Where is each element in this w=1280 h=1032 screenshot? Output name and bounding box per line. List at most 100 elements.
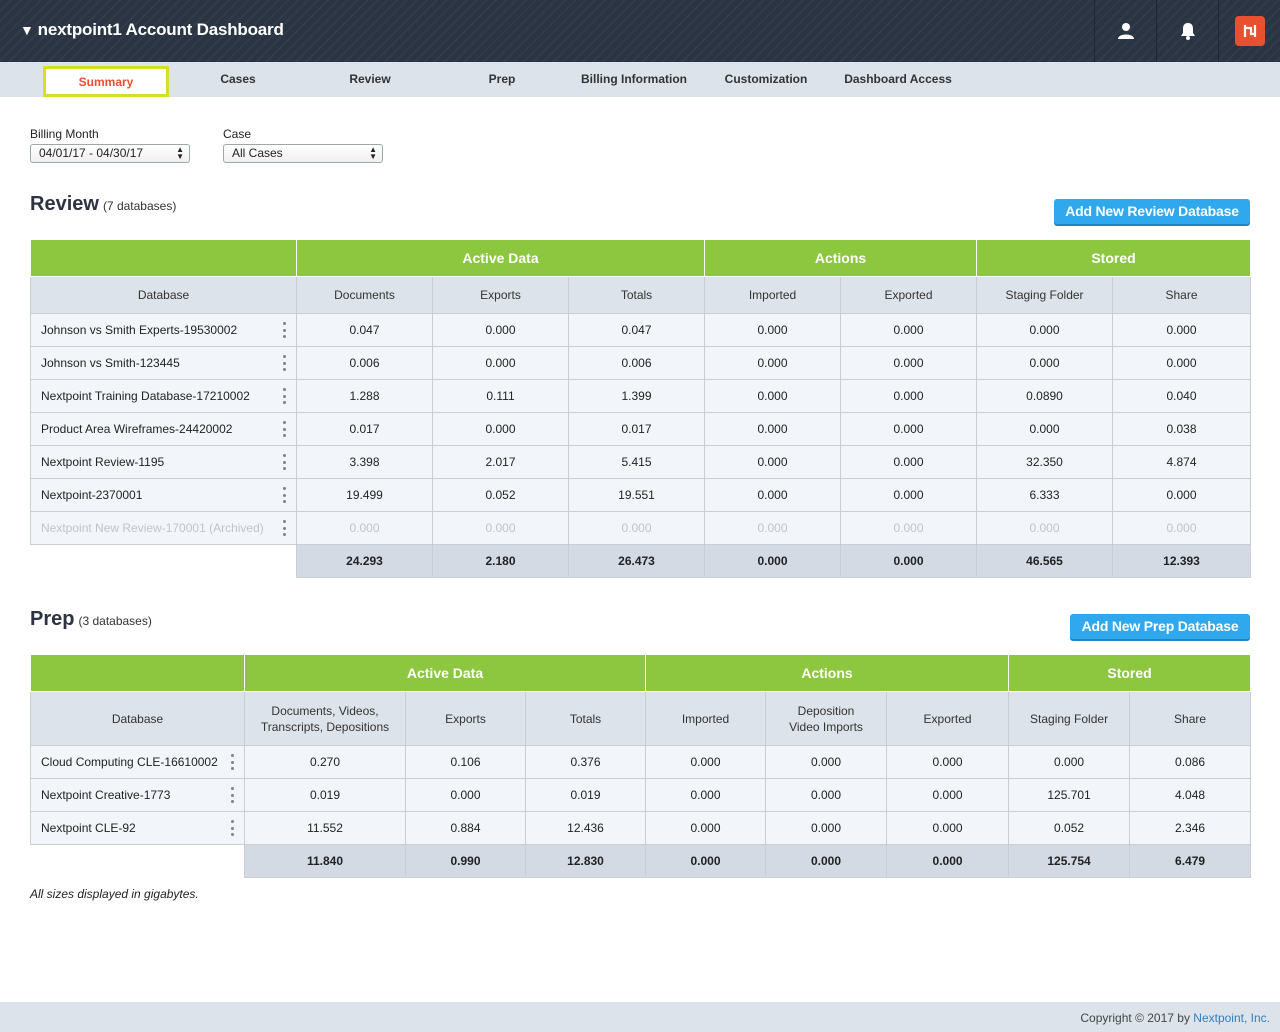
row-menu-icon[interactable] bbox=[231, 754, 235, 770]
totals-blank bbox=[30, 544, 297, 578]
database-name: Cloud Computing CLE-16610002 bbox=[41, 755, 218, 769]
cell-share: 0.040 bbox=[1112, 379, 1252, 413]
cell-share: 0.086 bbox=[1129, 745, 1252, 779]
notifications-button[interactable] bbox=[1156, 0, 1218, 62]
cell-imported: 0.000 bbox=[704, 478, 842, 512]
table-row: Nextpoint Creative-1773 0.019 0.000 0.01… bbox=[30, 778, 1252, 812]
cell-documents: 19.499 bbox=[296, 478, 433, 512]
cell-staging-folder: 0.000 bbox=[1008, 745, 1131, 779]
database-name: Johnson vs Smith Experts-19530002 bbox=[41, 323, 238, 337]
total-share: 6.479 bbox=[1129, 844, 1252, 878]
tab-billing-information[interactable]: Billing Information bbox=[581, 72, 687, 86]
cell-documents: 11.552 bbox=[244, 811, 406, 845]
cell-share: 0.000 bbox=[1112, 313, 1252, 347]
cell-exports: 0.111 bbox=[432, 379, 569, 413]
col-header-database: Database bbox=[30, 276, 297, 314]
cell-share: 2.346 bbox=[1129, 811, 1252, 845]
tab-review[interactable]: Review bbox=[349, 72, 391, 86]
table-row: Nextpoint-2370001 19.499 0.052 19.551 0.… bbox=[30, 478, 1252, 512]
cell-staging-folder: 6.333 bbox=[976, 478, 1114, 512]
billing-month-select[interactable]: 04/01/17 - 04/30/17 ▲ ▼ bbox=[30, 144, 190, 163]
group-header-active-data: Active Data bbox=[295, 239, 706, 277]
cell-share: 0.000 bbox=[1112, 346, 1252, 380]
user-button[interactable] bbox=[1094, 0, 1156, 62]
row-menu-icon[interactable] bbox=[283, 454, 287, 470]
nextpoint-logo-button[interactable] bbox=[1218, 0, 1280, 62]
cell-staging-folder: 0.000 bbox=[976, 346, 1114, 380]
table-row: Nextpoint CLE-92 11.552 0.884 12.436 0.0… bbox=[30, 811, 1252, 845]
cell-staging-folder: 32.350 bbox=[976, 445, 1114, 479]
cell-staging-folder: 0.000 bbox=[976, 313, 1114, 347]
database-name: Nextpoint-2370001 bbox=[41, 488, 143, 502]
cell-deposition-video-imports: 0.000 bbox=[765, 745, 888, 779]
col-header-exports: Exports bbox=[432, 276, 569, 314]
account-menu-toggle[interactable]: ▼ nextpoint1 Account Dashboard bbox=[20, 20, 284, 40]
col-header-documents: Documents bbox=[296, 276, 433, 314]
total-deposition-video-imports: 0.000 bbox=[765, 844, 888, 878]
tab-prep[interactable]: Prep bbox=[488, 72, 516, 86]
cell-exports: 0.884 bbox=[405, 811, 526, 845]
row-menu-icon[interactable] bbox=[283, 322, 287, 338]
cell-imported: 0.000 bbox=[645, 811, 767, 845]
cell-imported: 0.000 bbox=[704, 346, 842, 380]
caret-down-icon: ▼ bbox=[20, 22, 34, 38]
cell-exports: 0.000 bbox=[432, 346, 569, 380]
row-menu-icon[interactable] bbox=[283, 355, 287, 371]
row-menu-icon[interactable] bbox=[231, 820, 235, 836]
prep-db-count: (3 databases) bbox=[78, 614, 152, 628]
cell-staging-folder: 0.052 bbox=[1008, 811, 1131, 845]
add-prep-database-button[interactable]: Add New Prep Database bbox=[1070, 614, 1250, 639]
cell-deposition-video-imports: 0.000 bbox=[765, 811, 888, 845]
prep-title: Prep bbox=[30, 608, 75, 630]
cell-imported: 0.000 bbox=[704, 445, 842, 479]
group-header-stored: Stored bbox=[1008, 654, 1252, 692]
tab-cases[interactable]: Cases bbox=[220, 72, 256, 86]
cell-totals: 0.000 bbox=[567, 511, 706, 545]
company-link[interactable]: Nextpoint, Inc. bbox=[1193, 1011, 1270, 1025]
group-header-stored: Stored bbox=[976, 239, 1252, 277]
col-header-totals: Totals bbox=[567, 276, 706, 314]
billing-month-label: Billing Month bbox=[30, 127, 99, 141]
total-exported: 0.000 bbox=[840, 544, 978, 578]
prep-table: Active Data Actions Stored Database Docu… bbox=[30, 654, 1252, 878]
cell-staging-folder: 0.000 bbox=[976, 412, 1114, 446]
col-header-exported: Exported bbox=[840, 276, 978, 314]
row-menu-icon[interactable] bbox=[283, 520, 287, 536]
database-cell: Nextpoint-2370001 bbox=[30, 478, 297, 512]
total-totals: 12.830 bbox=[524, 844, 647, 878]
database-cell: Nextpoint Review-1195 bbox=[30, 445, 297, 479]
group-header-actions: Actions bbox=[704, 239, 978, 277]
cell-documents: 3.398 bbox=[296, 445, 433, 479]
group-header-actions: Actions bbox=[645, 654, 1010, 692]
select-arrows-icon: ▲ ▼ bbox=[176, 145, 184, 161]
total-staging-folder: 125.754 bbox=[1008, 844, 1131, 878]
row-menu-icon[interactable] bbox=[283, 388, 287, 404]
cell-share: 0.038 bbox=[1112, 412, 1252, 446]
database-cell: Nextpoint Training Database-17210002 bbox=[30, 379, 297, 413]
billing-month-value: 04/01/17 - 04/30/17 bbox=[39, 146, 144, 160]
cell-totals: 0.047 bbox=[567, 313, 706, 347]
cell-totals: 19.551 bbox=[567, 478, 706, 512]
cell-exports: 0.000 bbox=[405, 778, 526, 812]
cell-exported: 0.000 bbox=[886, 811, 1010, 845]
col-header-totals: Totals bbox=[524, 691, 647, 746]
tab-dashboard-access[interactable]: Dashboard Access bbox=[844, 72, 952, 86]
cell-documents: 0.019 bbox=[244, 778, 406, 812]
bell-icon bbox=[1180, 23, 1195, 40]
add-review-database-button[interactable]: Add New Review Database bbox=[1054, 199, 1250, 224]
tab-customization[interactable]: Customization bbox=[724, 72, 808, 86]
cell-exported: 0.000 bbox=[840, 412, 978, 446]
row-menu-icon[interactable] bbox=[283, 487, 287, 503]
row-menu-icon[interactable] bbox=[231, 787, 235, 803]
col-header-share: Share bbox=[1112, 276, 1252, 314]
cell-documents: 0.006 bbox=[296, 346, 433, 380]
prep-section-title: Prep (3 databases) bbox=[30, 608, 152, 631]
case-select[interactable]: All Cases ▲ ▼ bbox=[223, 144, 383, 163]
cell-imported: 0.000 bbox=[704, 511, 842, 545]
cell-exported: 0.000 bbox=[840, 379, 978, 413]
tab-summary[interactable]: Summary bbox=[43, 66, 169, 97]
total-exports: 0.990 bbox=[405, 844, 526, 878]
col-header-exported: Exported bbox=[886, 691, 1010, 746]
cell-share: 0.000 bbox=[1112, 478, 1252, 512]
row-menu-icon[interactable] bbox=[283, 421, 287, 437]
